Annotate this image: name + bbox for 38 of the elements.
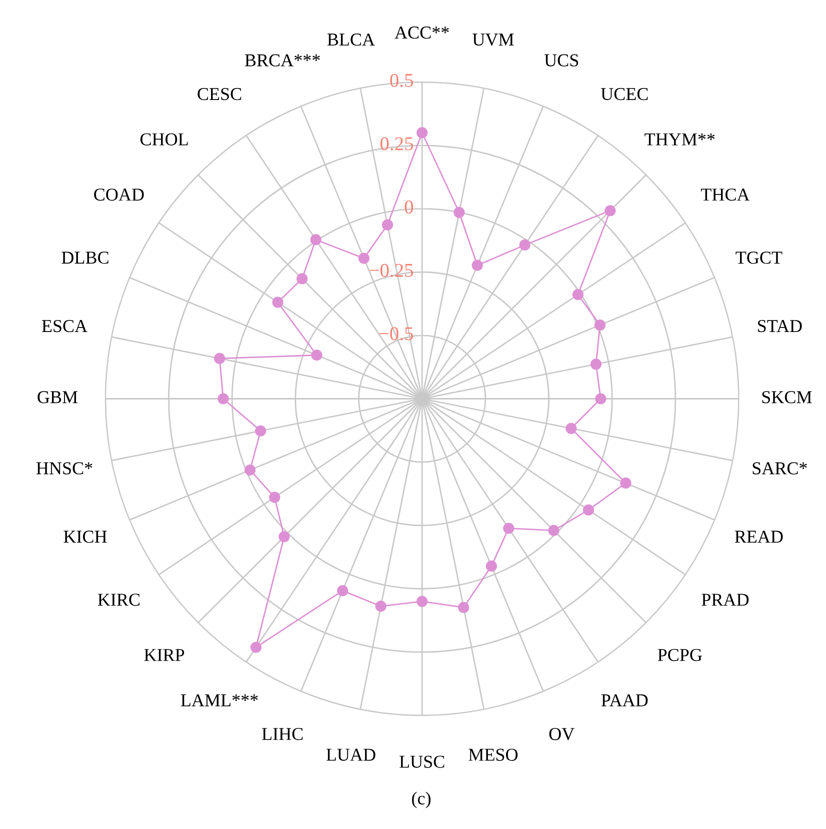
spoke-label: GBM [38, 391, 78, 404]
spoke-label: UVM [472, 34, 514, 46]
spoke-label: UCEC [600, 88, 648, 100]
spoke-label: SARC* [752, 462, 807, 474]
y-tick-label: −0.25 [370, 264, 413, 278]
spoke-label: LUSC [400, 756, 444, 768]
spoke-label: BLCA [327, 34, 375, 46]
spoke-label: ACC** [394, 26, 449, 39]
spoke-label: COAD [94, 188, 144, 201]
spoke-label: STAD [758, 320, 802, 332]
spoke-label: KIRP [144, 649, 184, 661]
spoke-label: MESO [468, 748, 518, 761]
spoke-label: THCA [700, 188, 750, 201]
y-tick-label: 0.5 [390, 74, 413, 88]
spoke-label: DLBC [62, 252, 108, 264]
spoke-label: LIHC [262, 728, 303, 740]
spoke-label: HNSC* [36, 462, 92, 474]
spoke-label: PAAD [601, 694, 648, 706]
spoke-label: KICH [64, 530, 107, 543]
spoke-label: UCS [544, 54, 578, 66]
spoke-label: BRCA*** [244, 54, 320, 66]
y-tick-label: 0 [404, 200, 414, 214]
spoke-label: CESC [198, 88, 242, 100]
spoke-label: ESCA [42, 320, 88, 332]
spoke-label: TGCT [736, 252, 782, 264]
spoke-label: KIRC [98, 594, 140, 606]
spoke-label: THYM** [644, 133, 715, 146]
spoke-label: LUAD [326, 748, 376, 761]
spoke-label: OV [549, 728, 574, 740]
y-tick-label: −0.5 [379, 327, 413, 340]
spoke-label: CHOL [140, 133, 188, 146]
y-tick-label: 0.25 [380, 137, 413, 150]
spoke-label: PRAD [702, 594, 749, 606]
spoke-label: SKCM [762, 391, 812, 404]
spoke-label: PCPG [658, 648, 702, 662]
spoke-label: LAML*** [180, 694, 258, 706]
spoke-label: READ [734, 530, 783, 543]
text: (c) [412, 792, 430, 808]
